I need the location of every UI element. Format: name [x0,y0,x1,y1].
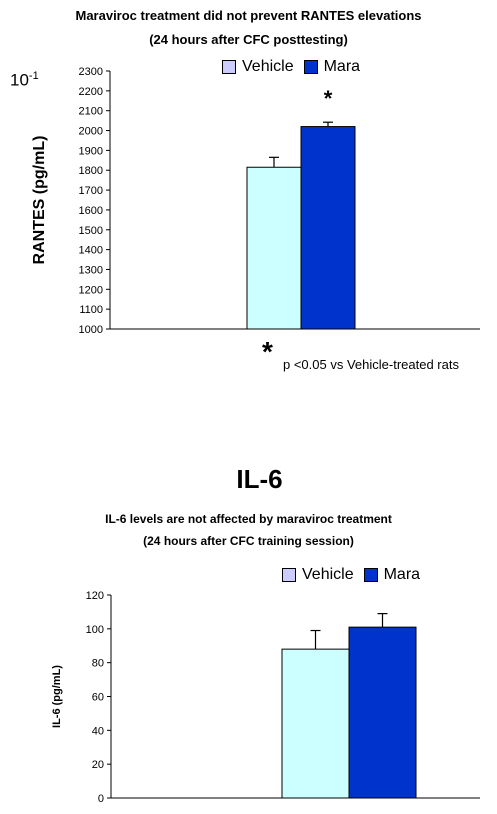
chart1-plot: 1000 1100 1200 1300 1400 1500 1600 1700 1800 1900… [31,66,480,336]
chart1-y-axis-label: RANTES (pg/mL) [31,136,48,265]
chart2-legend-vehicle-swatch [282,568,296,582]
chart2-legend: Vehicle Mara [282,566,430,584]
chart1-y-tick-label: 1800 [79,165,103,177]
chart1-legend-mara-label: Mara [323,58,361,75]
chart2-title: IL-6 levels are not affected by maraviro… [105,512,392,526]
chart1-legend-mara: Mara [303,58,361,76]
chart1-bar-mara [300,126,356,330]
chart2-y-tick-label: 20 [92,759,104,771]
chart1-legend-vehicle-swatch [222,60,236,74]
chart2-subtitle: (24 hours after CFC training session) [143,534,354,548]
chart1-y-tick-label: 1000 [79,324,103,336]
chart1-footnote-marker: * [262,336,273,367]
chart1-scale-base: 10 [10,70,29,90]
chart2-y-tick-label: 60 [92,692,104,704]
chart1-y-tick-label: 1500 [79,225,103,237]
chart2-plot: 0 20 40 60 80 100 120 IL-6 (pg/mL) [51,590,480,805]
chart1-y-tick-label: 1200 [79,284,103,296]
chart2-y-tick-label: 120 [86,590,104,602]
chart1-bar-vehicle [246,166,302,330]
chart1-y-tick-label: 1900 [79,145,103,157]
chart2-y-tick-label: 100 [86,624,104,636]
chart2-legend-mara-label: Mara [383,566,421,583]
chart1-y-tick-label: 1600 [79,205,103,217]
chart1-y-tick-label: 2100 [79,106,103,118]
chart1-legend-vehicle: Vehicle [222,58,294,76]
chart1-y-tick-label: 2200 [79,86,103,98]
chart2-legend-mara-swatch [363,568,378,582]
chart2-y-tick-label: 80 [92,658,104,670]
chart2-heading: IL-6 [236,464,283,494]
chart1-subtitle: (24 hours after CFC posttesting) [149,32,348,47]
chart1-y-tick-label: 1400 [79,245,103,257]
chart2-legend-vehicle: Vehicle [282,566,354,584]
chart1-y-tick-label: 1100 [79,304,103,316]
chart1-legend-mara-swatch [303,60,318,74]
chart1-footnote: p <0.05 vs Vehicle-treated rats [283,357,459,372]
chart1-scale-label: 10-1 [10,70,39,91]
chart2-bar-mara [348,626,417,799]
chart2-y-tick-label: 0 [98,793,104,805]
chart1-legend: Vehicle Mara [222,58,370,76]
chart2-legend-mara: Mara [363,566,421,584]
chart2-bar-vehicle [281,648,350,799]
chart1-scale-exponent: -1 [28,70,39,82]
chart1-y-tick-label: 1300 [79,264,103,276]
chart2-legend-vehicle-label: Vehicle [302,566,354,583]
chart1-y-tick-label: 2300 [79,66,103,78]
chart1-y-tick-label: 1700 [79,185,103,197]
chart2-y-tick-label: 40 [92,725,104,737]
chart1-y-tick-label: 2000 [79,126,103,138]
chart1-title: Maraviroc treatment did not prevent RANT… [75,8,422,23]
chart1-legend-vehicle-label: Vehicle [242,58,294,75]
chart2-y-axis-label: IL-6 (pg/mL) [51,665,63,728]
chart1-significance-marker: * [324,86,333,111]
